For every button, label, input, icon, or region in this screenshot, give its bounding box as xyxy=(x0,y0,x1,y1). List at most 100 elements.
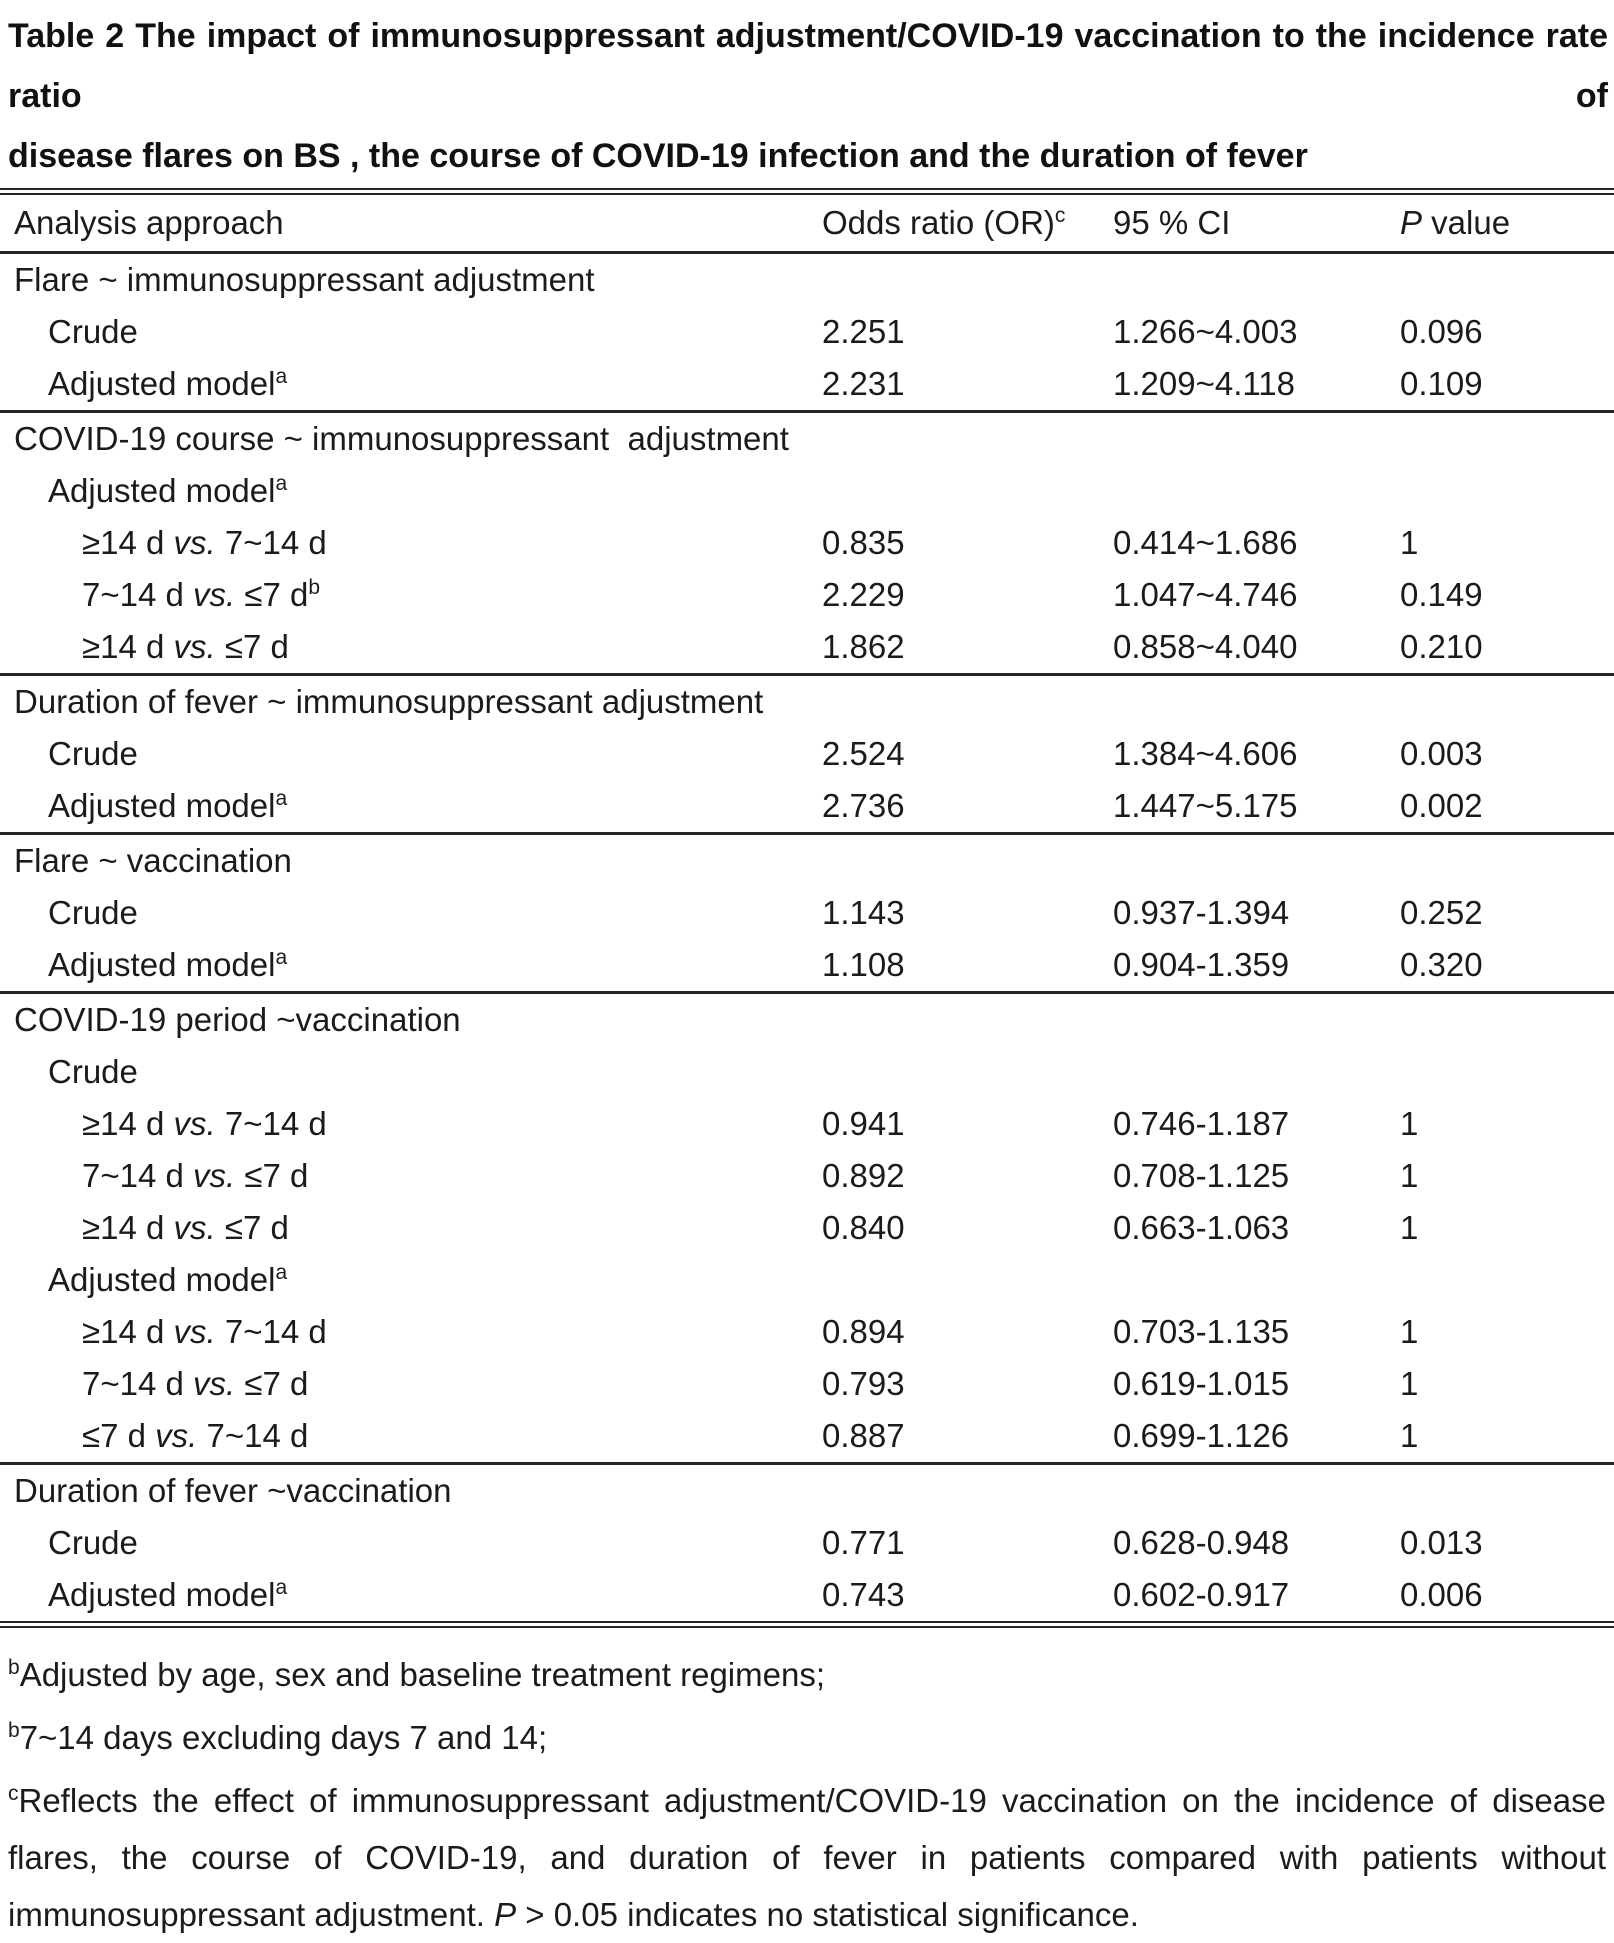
or-cell: 0.771 xyxy=(822,1524,905,1561)
analysis-label: ≥14 d vs. 7~14 d xyxy=(82,524,327,561)
ci-cell: 0.858~4.040 xyxy=(1113,628,1298,665)
subgroup-header-row: Adjusted modela xyxy=(0,1254,1614,1306)
table-row: 7~14 d vs. ≤7 db 2.229 1.047~4.746 0.149 xyxy=(0,569,1614,621)
col-header-ci: 95 % CI xyxy=(1113,204,1231,241)
analysis-label: ≤7 d vs. 7~14 d xyxy=(82,1417,309,1454)
analysis-label: ≥14 d vs. ≤7 d xyxy=(82,628,289,665)
p-cell: 1 xyxy=(1400,1417,1419,1454)
analysis-label: COVID-19 period ~vaccination xyxy=(14,1001,461,1038)
p-cell: 0.013 xyxy=(1400,1524,1483,1561)
stats-table: Analysis approach Odds ratio (OR)c 95 % … xyxy=(0,188,1614,1628)
subgroup-header-row: Adjusted modela xyxy=(0,465,1614,517)
analysis-label: Duration of fever ~vaccination xyxy=(14,1472,452,1509)
table-row: 7~14 d vs. ≤7 d 0.793 0.619-1.015 1 xyxy=(0,1358,1614,1410)
section-header-row: COVID-19 period ~vaccination xyxy=(0,991,1614,1046)
analysis-label: Crude xyxy=(48,1524,138,1561)
col-header-odds-ratio: Odds ratio (OR)c xyxy=(822,204,1066,241)
analysis-label: ≥14 d vs. 7~14 d xyxy=(82,1105,327,1142)
superscript-a: a xyxy=(275,1261,288,1284)
analysis-label: 7~14 d vs. ≤7 db xyxy=(82,576,321,613)
superscript-c: c xyxy=(8,1782,19,1805)
ci-cell: 0.937-1.394 xyxy=(1113,894,1290,931)
table-header-row: Analysis approach Odds ratio (OR)c 95 % … xyxy=(0,195,1614,254)
analysis-label: Crude xyxy=(48,735,138,772)
p-cell: 1 xyxy=(1400,1313,1419,1350)
or-cell: 1.862 xyxy=(822,628,905,665)
analysis-label: 7~14 d vs. ≤7 d xyxy=(82,1365,309,1402)
table-row: Adjusted modela 2.736 1.447~5.175 0.002 xyxy=(0,780,1614,832)
ci-cell: 0.663-1.063 xyxy=(1113,1209,1290,1246)
p-cell: 1 xyxy=(1400,1157,1419,1194)
ci-cell: 0.414~1.686 xyxy=(1113,524,1298,561)
superscript-c: c xyxy=(1054,204,1066,227)
table-row: 7~14 d vs. ≤7 d 0.892 0.708-1.125 1 xyxy=(0,1150,1614,1202)
ci-cell: 0.699-1.126 xyxy=(1113,1417,1290,1454)
or-cell: 0.793 xyxy=(822,1365,905,1402)
superscript-a: a xyxy=(275,1576,288,1599)
superscript-b: b xyxy=(8,1656,20,1679)
ci-cell: 1.447~5.175 xyxy=(1113,787,1298,824)
col-header-analysis-approach: Analysis approach xyxy=(14,204,284,241)
ci-cell: 1.047~4.746 xyxy=(1113,576,1298,613)
or-cell: 0.835 xyxy=(822,524,905,561)
or-cell: 2.231 xyxy=(822,365,905,402)
section-header-row: Flare ~ immunosuppressant adjustment xyxy=(0,254,1614,306)
analysis-label: Crude xyxy=(48,313,138,350)
table-row: Crude 1.143 0.937-1.394 0.252 xyxy=(0,887,1614,939)
ci-cell: 1.209~4.118 xyxy=(1113,365,1295,402)
p-cell: 0.320 xyxy=(1400,946,1483,983)
footnote-reflects-effect: cReflects the effect of immunosuppressan… xyxy=(8,1782,1606,1933)
p-cell: 0.002 xyxy=(1400,787,1483,824)
table-row: ≥14 d vs. 7~14 d 0.894 0.703-1.135 1 xyxy=(0,1306,1614,1358)
or-cell: 0.840 xyxy=(822,1209,905,1246)
ci-cell: 0.708-1.125 xyxy=(1113,1157,1290,1194)
analysis-label: Adjusted modela xyxy=(48,787,288,824)
p-cell: 0.149 xyxy=(1400,576,1483,613)
or-cell: 0.894 xyxy=(822,1313,905,1350)
analysis-label: Adjusted modela xyxy=(48,1261,288,1298)
table-row: Adjusted modela 2.231 1.209~4.118 0.109 xyxy=(0,358,1614,410)
p-cell: 1 xyxy=(1400,1209,1419,1246)
or-cell: 1.108 xyxy=(822,946,905,983)
table-row: ≥14 d vs. 7~14 d 0.941 0.746-1.187 1 xyxy=(0,1098,1614,1150)
analysis-label: Crude xyxy=(48,1053,138,1090)
or-cell: 0.941 xyxy=(822,1105,905,1142)
or-cell: 2.251 xyxy=(822,313,905,350)
p-cell: 0.003 xyxy=(1400,735,1483,772)
table-row: ≥14 d vs. ≤7 d 1.862 0.858~4.040 0.210 xyxy=(0,621,1614,673)
analysis-label: ≥14 d vs. 7~14 d xyxy=(82,1313,327,1350)
or-cell: 2.524 xyxy=(822,735,905,772)
analysis-label: Flare ~ vaccination xyxy=(14,842,292,879)
table-row: Adjusted modela 1.108 0.904-1.359 0.320 xyxy=(0,939,1614,991)
superscript-b: b xyxy=(8,1719,20,1742)
table-title-line1: Table 2 The impact of immunosuppressant … xyxy=(8,17,1608,115)
or-cell: 2.736 xyxy=(822,787,905,824)
superscript-a: a xyxy=(275,472,288,495)
analysis-label: Duration of fever ~ immunosuppressant ad… xyxy=(14,683,764,720)
analysis-label: 7~14 d vs. ≤7 d xyxy=(82,1157,309,1194)
analysis-label: COVID-19 course ~ immunosuppressant adju… xyxy=(14,420,789,457)
table-row: ≤7 d vs. 7~14 d 0.887 0.699-1.126 1 xyxy=(0,1410,1614,1462)
p-cell: 0.006 xyxy=(1400,1576,1483,1613)
ci-cell: 0.904-1.359 xyxy=(1113,946,1290,983)
section-header-row: Duration of fever ~ immunosuppressant ad… xyxy=(0,673,1614,728)
ci-cell: 1.384~4.606 xyxy=(1113,735,1298,772)
table-row: Crude 2.524 1.384~4.606 0.003 xyxy=(0,728,1614,780)
table-row: Adjusted modela 0.743 0.602-0.917 0.006 xyxy=(0,1569,1614,1621)
superscript-a: a xyxy=(275,365,288,388)
section-header-row: COVID-19 course ~ immunosuppressant adju… xyxy=(0,410,1614,465)
or-cell: 0.892 xyxy=(822,1157,905,1194)
analysis-label: ≥14 d vs. ≤7 d xyxy=(82,1209,289,1246)
table-row: Crude 2.251 1.266~4.003 0.096 xyxy=(0,306,1614,358)
col-header-p-value: P value xyxy=(1400,204,1511,241)
analysis-label: Adjusted modela xyxy=(48,365,288,402)
table-row: Crude 0.771 0.628-0.948 0.013 xyxy=(0,1517,1614,1569)
or-cell: 2.229 xyxy=(822,576,905,613)
section-header-row: Flare ~ vaccination xyxy=(0,832,1614,887)
ci-cell: 0.602-0.917 xyxy=(1113,1576,1290,1613)
p-cell: 0.109 xyxy=(1400,365,1483,402)
p-cell: 0.096 xyxy=(1400,313,1483,350)
or-cell: 0.743 xyxy=(822,1576,905,1613)
p-cell: 1 xyxy=(1400,524,1419,561)
